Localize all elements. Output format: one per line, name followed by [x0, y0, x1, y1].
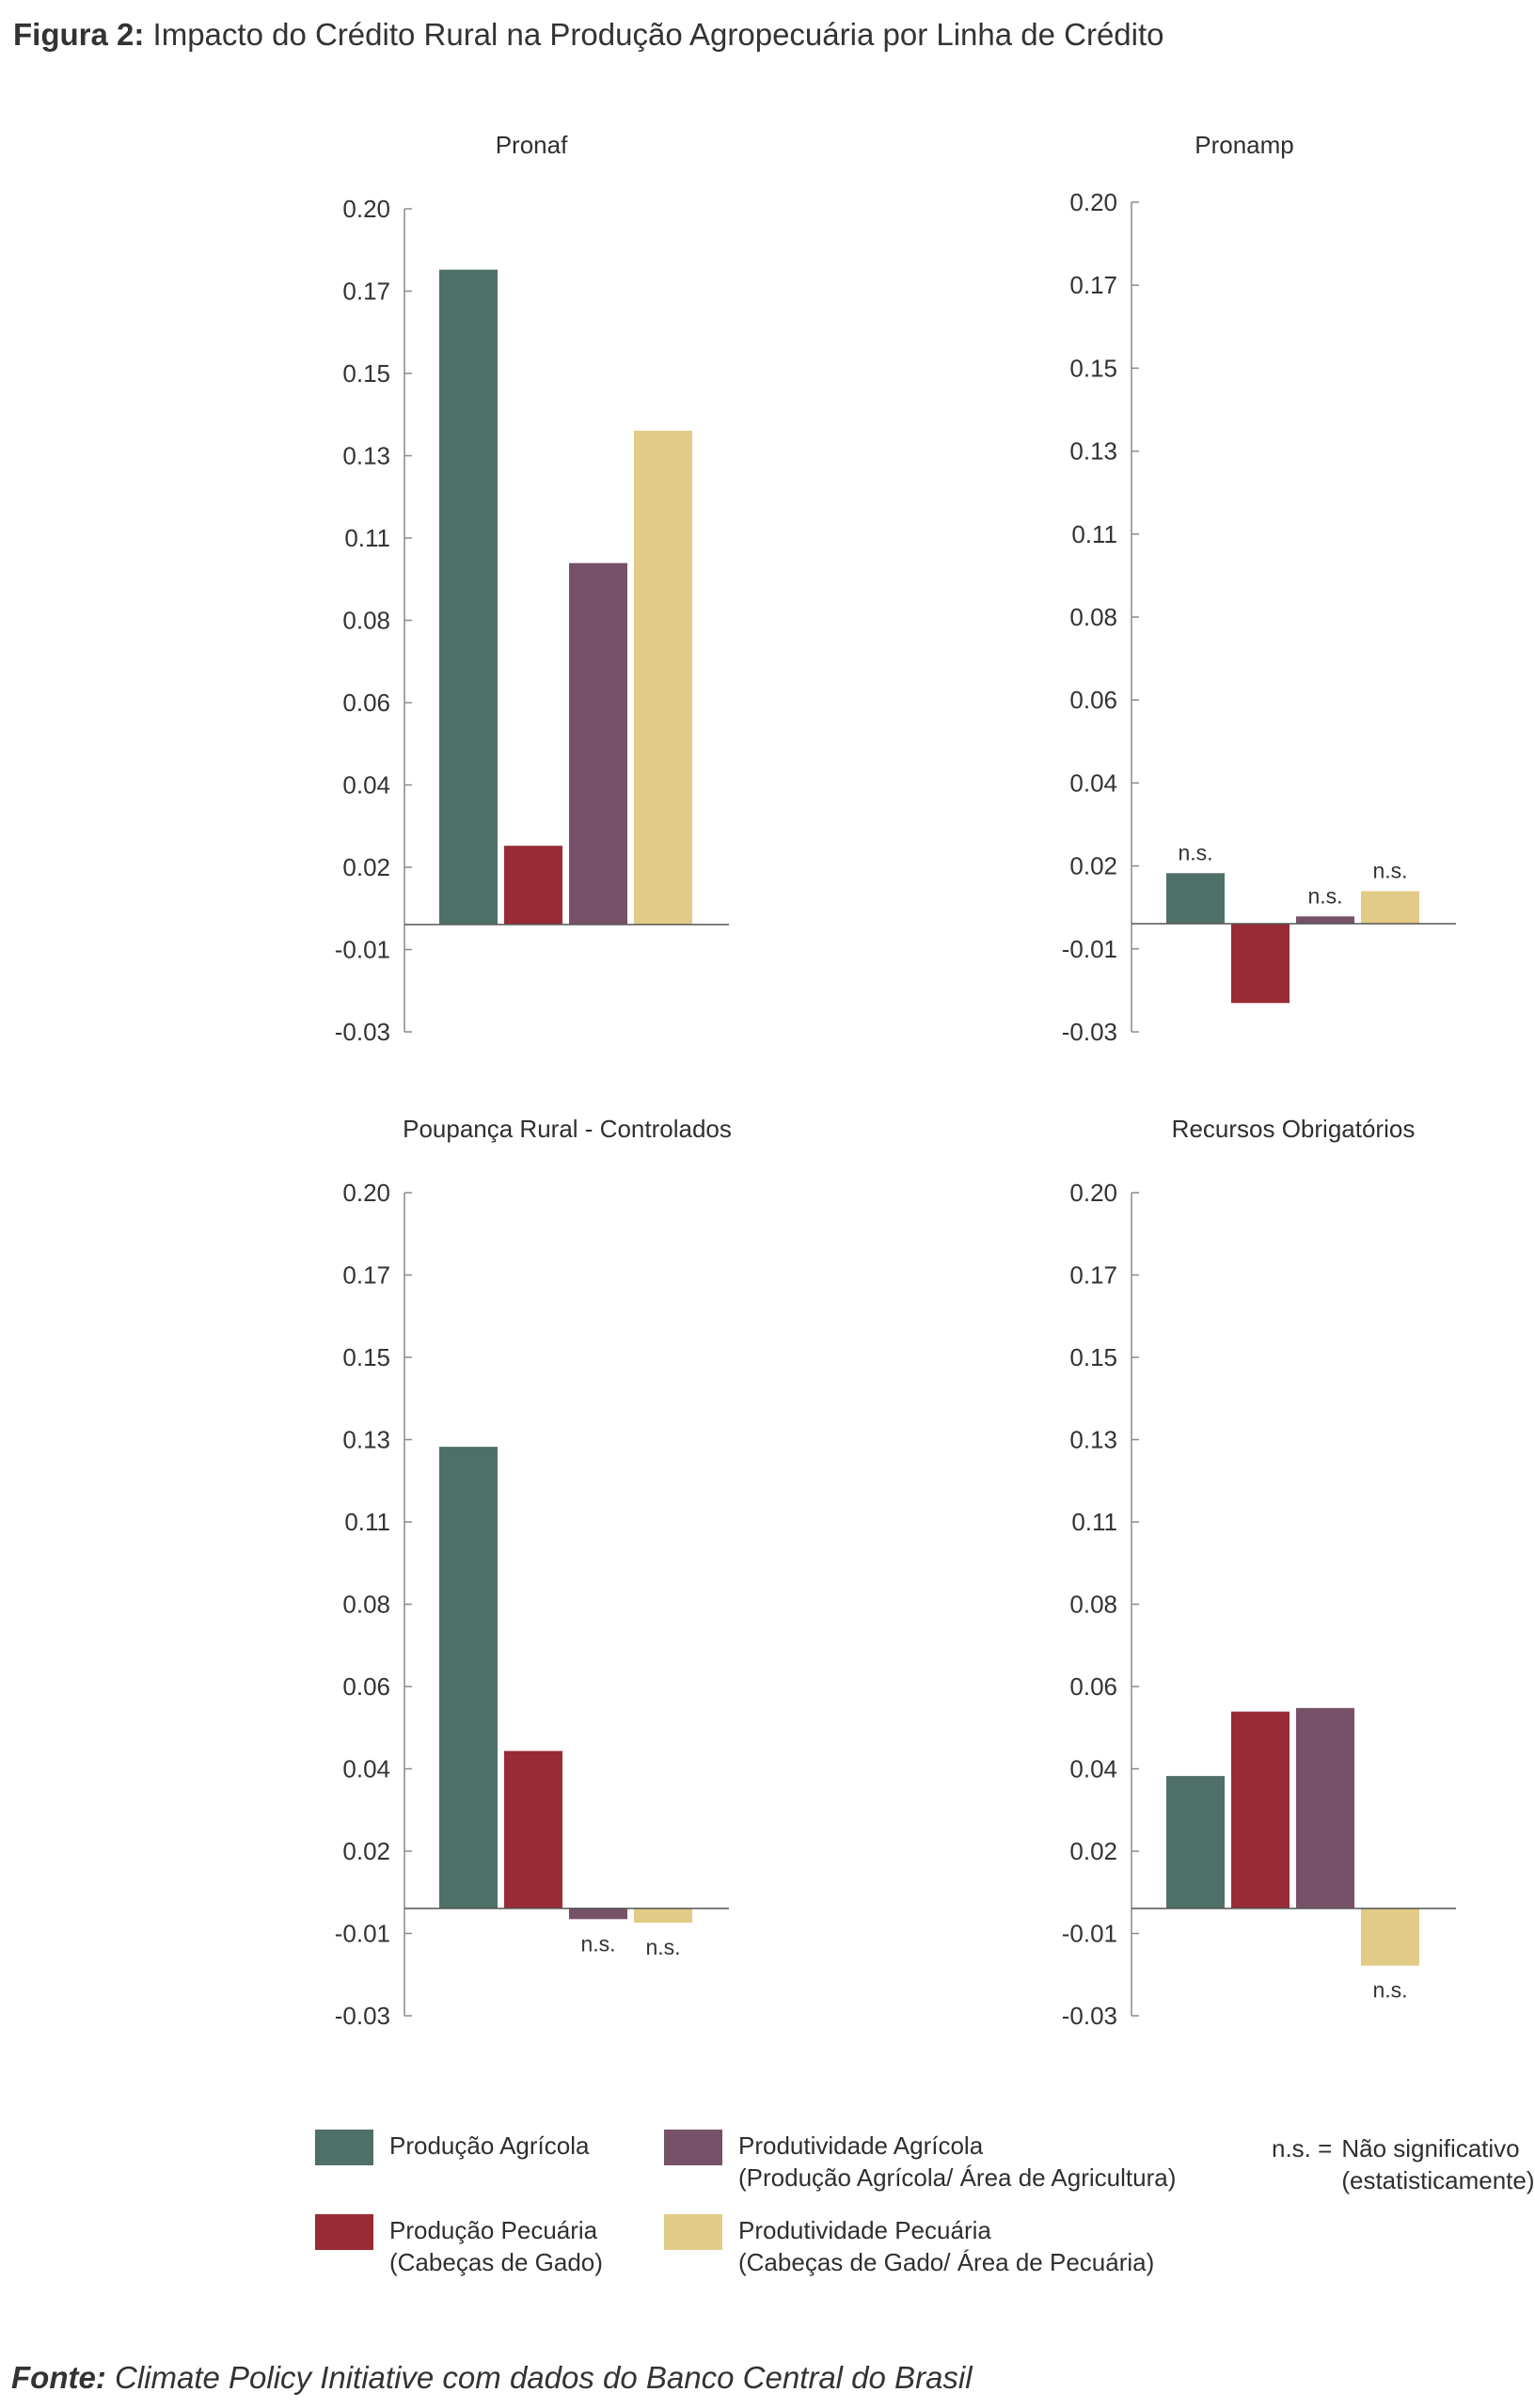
y-tick-label: 0.15: [1069, 354, 1117, 382]
y-tick-label: 0.06: [342, 689, 390, 717]
bar-produ-o-pecu-ria: [504, 846, 562, 925]
ns-key: n.s. =: [1272, 2134, 1333, 2162]
legend-swatch: [664, 2214, 722, 2250]
y-tick-label: 0.11: [1071, 520, 1117, 548]
y-tick-label: 0.20: [1069, 188, 1117, 216]
bar-produtividade-agr-cola: [569, 562, 627, 925]
y-tick-label: -0.01: [1062, 1920, 1117, 1948]
legend-label: Produção Pecuária: [389, 2216, 598, 2244]
y-tick-label: 0.20: [342, 195, 390, 223]
bar-produtividade-agr-cola: [1296, 1707, 1354, 1909]
chart-title: Recursos Obrigatórios: [1172, 1115, 1416, 1143]
y-tick-label: -0.03: [335, 1018, 390, 1046]
figure-title-text: Impacto do Crédito Rural na Produção Agr…: [152, 17, 1164, 52]
source-prefix: Fonte:: [11, 2360, 106, 2395]
y-tick-label: 0.17: [1069, 271, 1117, 299]
legend-label: Produtividade Pecuária: [738, 2216, 991, 2244]
bar-produ-o-agr-cola: [439, 269, 498, 925]
y-tick-label: 0.15: [1069, 1343, 1117, 1371]
y-tick-label: 0.06: [342, 1672, 390, 1701]
y-tick-label: 0.13: [1069, 1426, 1117, 1454]
bar-produtividade-agr-cola: [1296, 916, 1354, 924]
y-tick-label: 0.13: [342, 1426, 390, 1454]
bar-produ-o-pecu-ria: [1231, 1711, 1290, 1909]
y-tick-label: 0.02: [342, 853, 390, 881]
bar-produtividade-pecu-ria: [634, 430, 692, 925]
bar-produ-o-agr-cola: [439, 1447, 498, 1909]
y-tick-label: -0.03: [1062, 1018, 1117, 1046]
y-tick-label: 0.15: [342, 1343, 390, 1371]
chart-title: Pronaf: [496, 131, 568, 159]
legend-label: Produtividade Agrícola: [738, 2131, 984, 2160]
y-tick-label: -0.03: [335, 2002, 390, 2030]
y-tick-label: 0.17: [342, 277, 390, 306]
bar-produtividade-pecu-ria: [1361, 891, 1419, 924]
source-note: Fonte: Climate Policy Initiative com dad…: [11, 2360, 973, 2396]
legend-sublabel: (Cabeças de Gado/ Área de Pecuária): [738, 2248, 1155, 2276]
bar-produ-o-agr-cola: [1166, 873, 1225, 924]
y-tick-label: 0.08: [1069, 603, 1117, 631]
charts-canvas: Pronaf 0.20 0.17 0.15 0.13 0.11 0.08 0.06 0.04 0.…: [335, 131, 1456, 2030]
bar-label-ns: n.s.: [1372, 858, 1407, 882]
legend-item-producao-pecuaria: Produção Pecuária (Cabeças de Gado): [315, 2214, 603, 2278]
ns-meaning-sub: (estatisticamente): [1341, 2166, 1535, 2194]
y-tick-label: 0.02: [1069, 852, 1117, 880]
legend-sublabel: (Produção Agrícola/ Área de Agricultura): [738, 2163, 1177, 2192]
bar-label-ns: n.s.: [580, 1931, 615, 1956]
y-tick-label: 0.15: [342, 359, 390, 388]
y-tick-label: -0.01: [1062, 935, 1117, 963]
legend-label: Produção Agrícola: [389, 2131, 590, 2160]
bar-produtividade-pecu-ria: [1361, 1908, 1419, 1966]
y-tick-label: 0.11: [1071, 1508, 1117, 1536]
bar-produtividade-pecu-ria: [634, 1908, 692, 1924]
bar-produ-o-pecu-ria: [504, 1751, 562, 1909]
bar-produ-o-agr-cola: [1166, 1776, 1225, 1909]
y-tick-label: 0.13: [342, 442, 390, 470]
y-tick-label: 0.02: [1069, 1837, 1117, 1865]
y-tick-label: 0.06: [1069, 686, 1117, 714]
y-tick-label: -0.01: [335, 1920, 390, 1948]
chart-title: Poupança Rural - Controlados: [403, 1115, 732, 1143]
y-tick-label: 0.02: [342, 1837, 390, 1865]
bar-label-ns: n.s.: [645, 1935, 680, 1959]
legend-item-producao-agricola: Produção Agrícola: [315, 2130, 589, 2165]
bar-label-ns: n.s.: [1372, 1978, 1407, 2003]
ns-meaning: Não significativo: [1341, 2134, 1520, 2162]
y-tick-label: 0.08: [342, 1591, 390, 1619]
y-tick-label: 0.08: [342, 607, 390, 635]
ns-note: n.s. = Não significativo (estatisticament…: [1272, 2132, 1535, 2196]
chart-title: Pronamp: [1195, 131, 1294, 159]
y-tick-label: 0.04: [1069, 768, 1117, 797]
legend-swatch: [315, 2214, 373, 2250]
y-tick-label: 0.20: [342, 1179, 390, 1207]
y-tick-label: 0.17: [342, 1261, 390, 1290]
y-tick-label: -0.01: [335, 936, 390, 964]
y-tick-label: 0.08: [1069, 1591, 1117, 1619]
y-tick-label: 0.06: [1069, 1672, 1117, 1701]
y-tick-label: 0.04: [342, 1755, 390, 1783]
legend-item-produtividade-agricola: Produtividade Agrícola (Produção Agrícola…: [664, 2130, 1176, 2194]
figure-title: Figura 2: Impacto do Crédito Rural na Pr…: [13, 17, 1164, 53]
y-tick-label: 0.13: [1069, 437, 1117, 466]
legend-swatch: [315, 2130, 373, 2165]
y-tick-label: 0.04: [342, 771, 390, 800]
figure-title-prefix: Figura 2:: [13, 17, 145, 52]
bar-label-ns: n.s.: [1178, 840, 1212, 864]
y-tick-label: 0.20: [1069, 1179, 1117, 1207]
y-tick-label: 0.11: [344, 1508, 390, 1536]
y-tick-label: 0.17: [1069, 1261, 1117, 1290]
bar-label-ns: n.s.: [1307, 883, 1342, 908]
y-tick-label: -0.03: [1062, 2002, 1117, 2030]
bar-produ-o-pecu-ria: [1231, 923, 1290, 1004]
y-tick-label: 0.04: [1069, 1755, 1117, 1783]
y-tick-label: 0.11: [344, 524, 390, 552]
bar-produtividade-agr-cola: [569, 1908, 627, 1920]
source-text: Climate Policy Initiative com dados do B…: [114, 2360, 973, 2395]
legend-swatch: [664, 2130, 722, 2165]
legend-sublabel: (Cabeças de Gado): [389, 2248, 603, 2276]
legend-item-produtividade-pecuaria: Produtividade Pecuária (Cabeças de Gado/ …: [664, 2214, 1154, 2278]
